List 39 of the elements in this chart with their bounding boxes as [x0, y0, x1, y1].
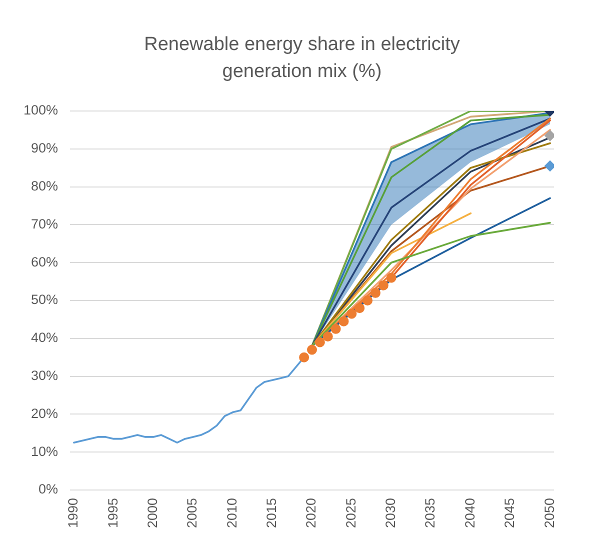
x-tick-label: 2020: [304, 498, 319, 528]
point: [354, 303, 365, 314]
x-tick-label: 2010: [224, 498, 240, 528]
point: [386, 272, 396, 283]
y-tick-label: 20%: [30, 406, 58, 421]
y-tick-label: 90%: [30, 140, 58, 156]
x-tick-label: 2000: [145, 498, 160, 528]
x-tick-label: 2030: [383, 498, 398, 528]
x-tick-label: 2045: [502, 498, 518, 528]
x-tick-label: 1995: [105, 498, 120, 528]
y-tick-label: 0%: [38, 482, 58, 497]
y-tick-label: 60%: [30, 254, 58, 270]
y-tick-label: 40%: [30, 330, 58, 346]
y-tick-label: 10%: [30, 444, 58, 459]
point: [370, 288, 380, 298]
y-tick-label: 80%: [30, 178, 58, 194]
point: [322, 332, 333, 342]
y-tick-label: 100%: [23, 102, 58, 118]
point: [314, 337, 325, 348]
point: [378, 280, 388, 290]
x-tick-label: 2015: [264, 498, 280, 528]
point: [544, 160, 554, 172]
x-tick-label: 2040: [462, 498, 478, 528]
point: [307, 344, 317, 355]
y-tick-label: 30%: [30, 368, 58, 384]
x-tick-label: 2005: [184, 498, 200, 528]
point: [362, 296, 373, 306]
x-tick-label: 2050: [542, 498, 557, 528]
x-tick-label: 2025: [343, 498, 358, 528]
point: [338, 316, 349, 326]
y-tick-label: 50%: [30, 292, 58, 308]
x-tick-label: 1990: [66, 498, 81, 528]
point: [299, 352, 310, 362]
chart-title: Renewable energy share in electricity generation mix (%): [144, 34, 460, 82]
point: [346, 308, 357, 319]
point: [544, 130, 554, 142]
y-tick-label: 70%: [30, 216, 58, 232]
x-tick-label: 2035: [422, 498, 438, 528]
point: [330, 324, 341, 334]
